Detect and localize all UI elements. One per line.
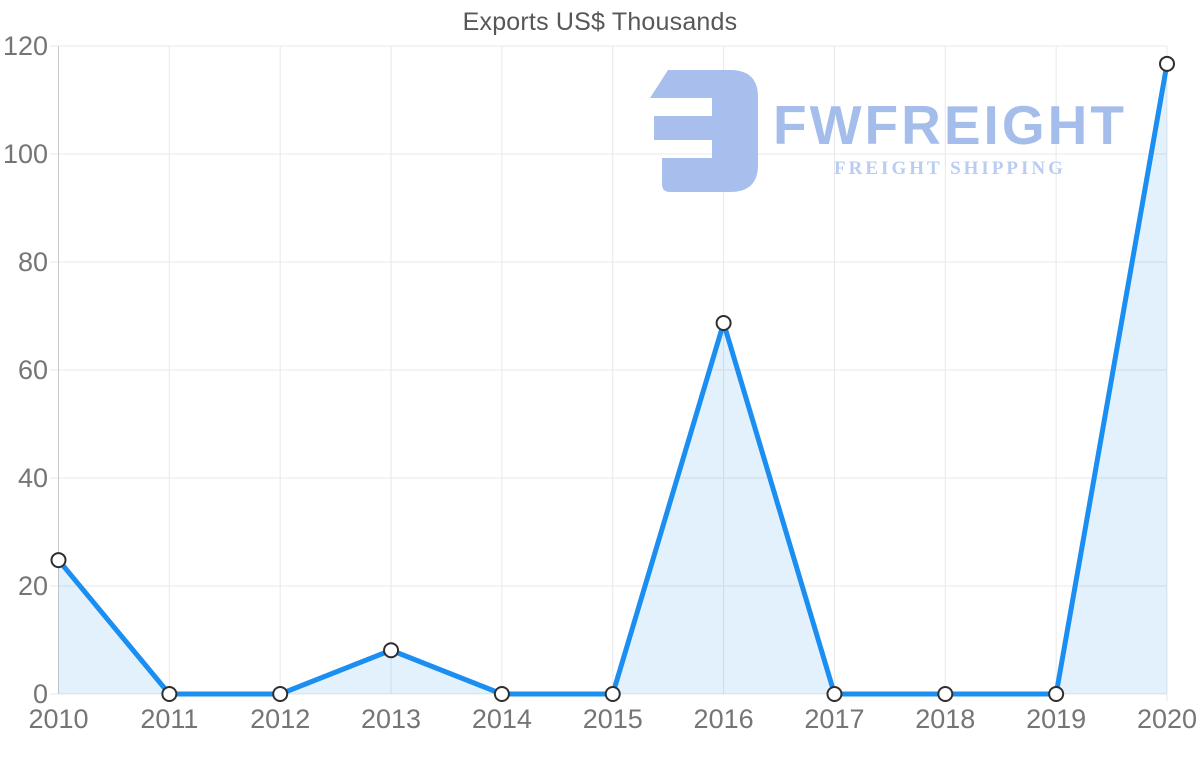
y-tick-label: 80 xyxy=(18,247,48,277)
y-tick-label: 120 xyxy=(3,31,48,61)
series-area-fill xyxy=(58,63,1167,694)
data-point-marker xyxy=(937,686,954,702)
data-point-marker xyxy=(826,686,843,702)
data-point-marker xyxy=(1159,55,1175,72)
series-line xyxy=(56,61,1170,697)
data-point-marker xyxy=(604,686,621,702)
y-tick-label: 20 xyxy=(18,571,48,601)
x-tick-label: 2014 xyxy=(472,704,532,734)
x-tick-label: 2011 xyxy=(140,704,198,734)
logo-text: FWFREIGHT FREIGHT SHIPPING xyxy=(770,94,1130,179)
y-tick-label: 0 xyxy=(33,679,48,709)
logo-tagline: FREIGHT SHIPPING xyxy=(834,158,1066,179)
x-tick-label: 2019 xyxy=(1026,704,1086,734)
data-point-marker xyxy=(493,686,510,702)
data-point-marker xyxy=(1048,686,1065,702)
x-tick-label: 2012 xyxy=(250,704,310,734)
data-point-marker xyxy=(50,552,67,569)
y-tick-label: 100 xyxy=(3,139,48,169)
x-tick-label: 2020 xyxy=(1137,704,1197,734)
x-tick-label: 2018 xyxy=(915,704,975,734)
x-tick-label: 2016 xyxy=(694,704,754,734)
y-tick-label: 60 xyxy=(18,355,48,385)
data-point-marker xyxy=(161,686,178,702)
data-point-marker xyxy=(383,642,400,659)
data-point-marker xyxy=(715,315,732,332)
x-tick-label: 2017 xyxy=(804,704,864,734)
x-tick-label: 2013 xyxy=(361,704,421,734)
x-tick-label: 2010 xyxy=(28,704,88,734)
logo-wordmark: FWFREIGHT xyxy=(773,94,1127,156)
data-point-marker xyxy=(272,686,289,702)
fwfreight-logo-icon xyxy=(650,70,758,192)
y-tick-label: 40 xyxy=(18,463,48,493)
chart-title: Exports US$ Thousands xyxy=(462,8,738,36)
watermark-logo: FWFREIGHT FREIGHT SHIPPING xyxy=(648,70,1148,200)
x-tick-label: 2015 xyxy=(583,704,643,734)
